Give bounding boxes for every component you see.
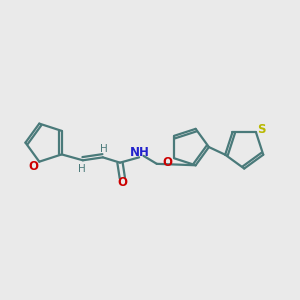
Text: S: S [257, 123, 266, 136]
Text: H: H [100, 144, 108, 154]
Text: O: O [163, 156, 173, 169]
Text: NH: NH [130, 146, 150, 159]
Text: O: O [28, 160, 38, 173]
Text: H: H [77, 164, 85, 173]
Text: O: O [117, 176, 127, 190]
